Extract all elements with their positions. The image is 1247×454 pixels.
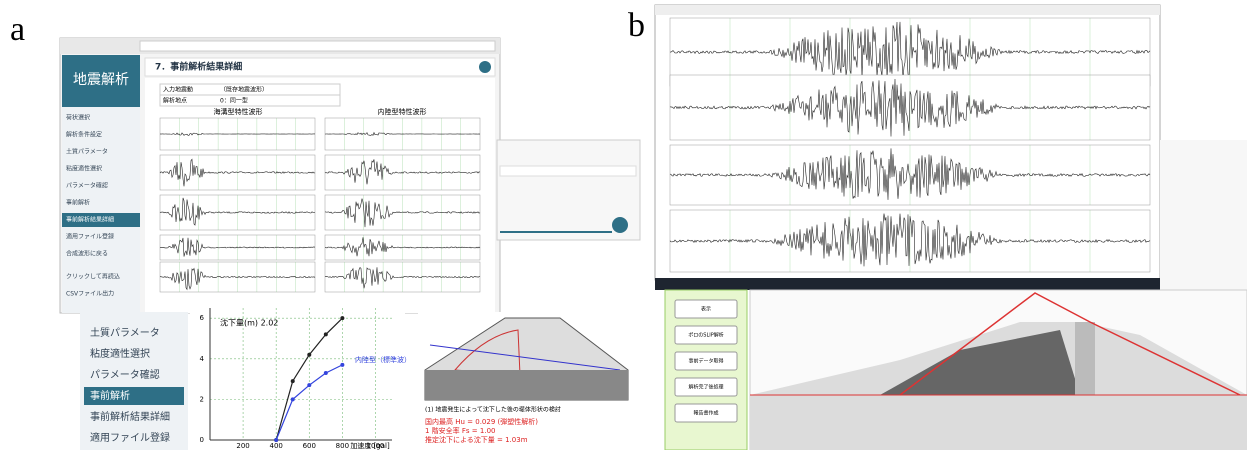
x-tick-label: 600 (303, 442, 316, 450)
x-tick-label: 200 (236, 442, 249, 450)
x-tick-label: 800 (336, 442, 349, 450)
series-point (274, 438, 278, 442)
sidebar-item[interactable]: パラメータ確認 (90, 368, 160, 381)
taskbar (655, 278, 1160, 290)
series-point (307, 383, 311, 387)
info-value: 0：同一型 (220, 97, 248, 105)
chart-title: 海溝型特性波形 (214, 107, 263, 116)
sidebar-item[interactable]: 合成波形に戻る (66, 250, 108, 258)
sidebar-item[interactable]: 事前解析 (66, 199, 90, 207)
sidebar-item[interactable]: 粘度適性選択 (66, 165, 102, 173)
sidebar-item[interactable]: 荷状選択 (66, 114, 90, 122)
panel-label: b (628, 7, 645, 44)
button-label: 表示 (701, 306, 711, 313)
result-note: 推定沈下による沈下量 = 1.03m (425, 435, 528, 444)
series-point (291, 397, 295, 401)
sidebar-item[interactable]: 適用ファイル登録 (90, 431, 170, 444)
figure: a b 地震解析 7．事前解析結果詳細 入力地震動 （既存地震波形） 解析地点 0：同… (0, 0, 1247, 450)
foundation (425, 370, 628, 400)
info-key: 解析地点 (163, 97, 187, 105)
sidebar-item[interactable]: 粘度適性選択 (90, 347, 150, 360)
background-area (1160, 140, 1247, 300)
sidebar-item[interactable]: クリックして再読込 (66, 273, 120, 281)
y-tick-label: 6 (200, 314, 205, 322)
series-point (340, 363, 344, 367)
button-label: ポロのSLIP解析 (688, 332, 723, 339)
result-note: 国内最高 Hu = 0.029 (弾塑性解析) (425, 417, 538, 426)
sidebar-item[interactable]: 事前解析結果詳細 (90, 410, 170, 423)
info-key: 入力地震動 (163, 86, 193, 94)
caption: (1) 地震発生によって沈下した後の堤体形状の検討 (425, 406, 561, 414)
sidebar-item[interactable]: パラメータ確認 (66, 182, 108, 190)
settlement-note: 沈下量(m) 2.02 (220, 318, 278, 328)
series-point (324, 332, 328, 336)
button-label: 報告書作成 (693, 410, 718, 417)
url-field[interactable] (140, 41, 495, 51)
button-label: 事前データ取得 (688, 358, 723, 365)
sidebar-item[interactable]: CSVファイル出力 (66, 290, 114, 298)
app-title: 地震解析 (73, 72, 129, 88)
sidebar-item[interactable]: 適用ファイル登録 (66, 233, 114, 241)
section-title: 7．事前解析結果詳細 (155, 61, 242, 73)
y-tick-label: 2 (200, 395, 204, 403)
sidebar-item[interactable]: 土質パラメータ (90, 326, 160, 339)
series-point (307, 353, 311, 357)
zoom-chart-bg (190, 312, 405, 450)
button-label: 解析完了後処理 (688, 384, 723, 391)
chart-title: 内陸型特性波形 (378, 107, 427, 116)
result-note: 1 階安全率 Fs = 1.00 (425, 426, 495, 435)
x-axis-title: 加速度 [gal] (350, 441, 390, 450)
core-wall (1075, 322, 1095, 395)
series-point (340, 316, 344, 320)
next-button[interactable] (612, 217, 628, 233)
sidebar-item[interactable]: 解析条件設定 (66, 131, 102, 139)
sidebar-item[interactable]: 事前解析結果詳細 (66, 216, 114, 224)
y-tick-label: 0 (200, 436, 204, 444)
title-bar (655, 5, 1160, 15)
sidebar-item[interactable]: 土質パラメータ (66, 148, 108, 156)
info-value: （既存地震波形） (220, 86, 268, 94)
legend-label: 内陸型（標準波） (355, 355, 411, 364)
y-tick-label: 4 (200, 355, 205, 363)
help-icon[interactable] (479, 61, 491, 73)
series-point (324, 371, 328, 375)
x-tick-label: 400 (269, 442, 282, 450)
panel-label: a (10, 11, 25, 48)
input-field[interactable] (500, 166, 636, 176)
series-point (291, 379, 295, 383)
sidebar-item[interactable]: 事前解析 (90, 389, 130, 402)
